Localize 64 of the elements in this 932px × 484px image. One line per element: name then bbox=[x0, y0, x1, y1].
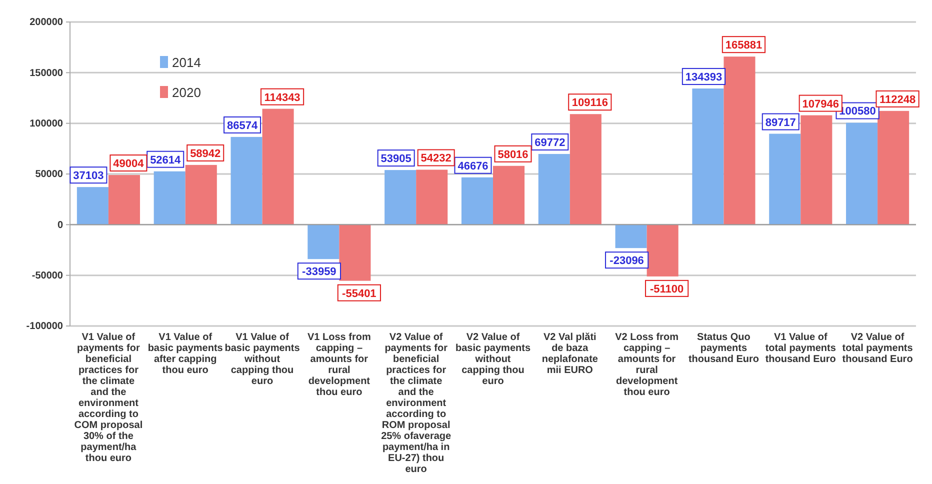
y-tick-label: -50000 bbox=[32, 270, 64, 282]
data-label: 109116 bbox=[572, 97, 608, 110]
legend-label: 2014 bbox=[172, 55, 201, 70]
bar bbox=[154, 171, 186, 225]
data-label: 37103 bbox=[73, 170, 104, 182]
bar bbox=[108, 175, 140, 225]
bar bbox=[646, 224, 678, 276]
data-label: 69772 bbox=[534, 136, 566, 149]
data-label: -55401 bbox=[342, 288, 376, 300]
data-label: 86574 bbox=[226, 120, 258, 132]
data-label: 112248 bbox=[879, 94, 916, 106]
x-tick-label: V1 Value of basic payments without capping thou euro bbox=[224, 332, 300, 387]
bar bbox=[416, 170, 448, 225]
bar bbox=[339, 224, 371, 281]
data-label: -51100 bbox=[650, 283, 684, 296]
data-label: 114343 bbox=[264, 92, 300, 104]
data-label: -33959 bbox=[302, 266, 336, 278]
x-tick-label: V1 Loss from capping – amounts for rural development thou euro bbox=[308, 332, 371, 398]
bar bbox=[800, 115, 832, 225]
y-tick-label: -100000 bbox=[26, 321, 64, 332]
x-tick-label: V2 Value of basic payments without capping thou euro bbox=[455, 332, 531, 387]
bar bbox=[538, 154, 570, 225]
bar bbox=[262, 108, 294, 225]
bar bbox=[384, 170, 416, 225]
data-label: 107946 bbox=[802, 98, 839, 110]
x-tick-label: V2 Loss from capping – amounts for rural development thou euro bbox=[615, 332, 679, 398]
x-tick-label: Status Quo payments thousand Euro bbox=[688, 332, 760, 365]
legend-label: 2020 bbox=[172, 85, 201, 100]
data-label: -23096 bbox=[610, 255, 644, 268]
bar bbox=[230, 136, 262, 225]
bar bbox=[846, 122, 878, 225]
y-tick-label: 150000 bbox=[30, 68, 64, 79]
data-label: 58942 bbox=[190, 148, 221, 160]
bar bbox=[570, 114, 602, 225]
bar bbox=[724, 56, 756, 225]
x-tick-label: V2 Val plăti de baza neplafonate mii EURO bbox=[542, 332, 598, 376]
data-label: 46676 bbox=[458, 160, 488, 172]
data-label: 52614 bbox=[150, 154, 182, 166]
category-label: V2 Value of payments for beneficial practices for the climate and the environment according to ROM proposal 25% ofaverage payment/ha in EU-27) thou euro bbox=[381, 332, 452, 475]
bar bbox=[493, 166, 525, 225]
x-tick-label: V2 Value of total payments thousand Euro bbox=[842, 332, 914, 365]
data-label: 134393 bbox=[685, 71, 722, 84]
data-label: 89717 bbox=[765, 116, 796, 129]
bar bbox=[878, 110, 910, 225]
data-label: 100580 bbox=[839, 106, 876, 118]
bar bbox=[308, 224, 340, 260]
bar bbox=[76, 187, 108, 225]
data-label: 165881 bbox=[725, 40, 762, 52]
y-tick-label: 100000 bbox=[30, 118, 64, 130]
category-label: V1 Value of payments for beneficial practices for the climate and the environment according to COM proposal 30% of the payment/ha thou euro bbox=[74, 332, 143, 464]
bar bbox=[769, 134, 801, 225]
x-tick-label: V1 Value of total payments thousand Euro bbox=[765, 332, 836, 365]
y-tick-label: 50000 bbox=[35, 169, 64, 180]
data-label: 53905 bbox=[380, 153, 412, 166]
y-tick-label: 200000 bbox=[30, 17, 64, 28]
bar bbox=[692, 88, 724, 225]
bar bbox=[615, 224, 647, 248]
y-tick-label: 0 bbox=[57, 220, 64, 231]
data-label: 58016 bbox=[498, 148, 528, 161]
data-label: 54232 bbox=[420, 152, 452, 165]
data-label: 49004 bbox=[113, 158, 145, 170]
x-tick-label: V1 Value of basic payments after capping thou euro bbox=[148, 332, 224, 376]
bar bbox=[185, 164, 217, 225]
bar bbox=[461, 177, 493, 225]
